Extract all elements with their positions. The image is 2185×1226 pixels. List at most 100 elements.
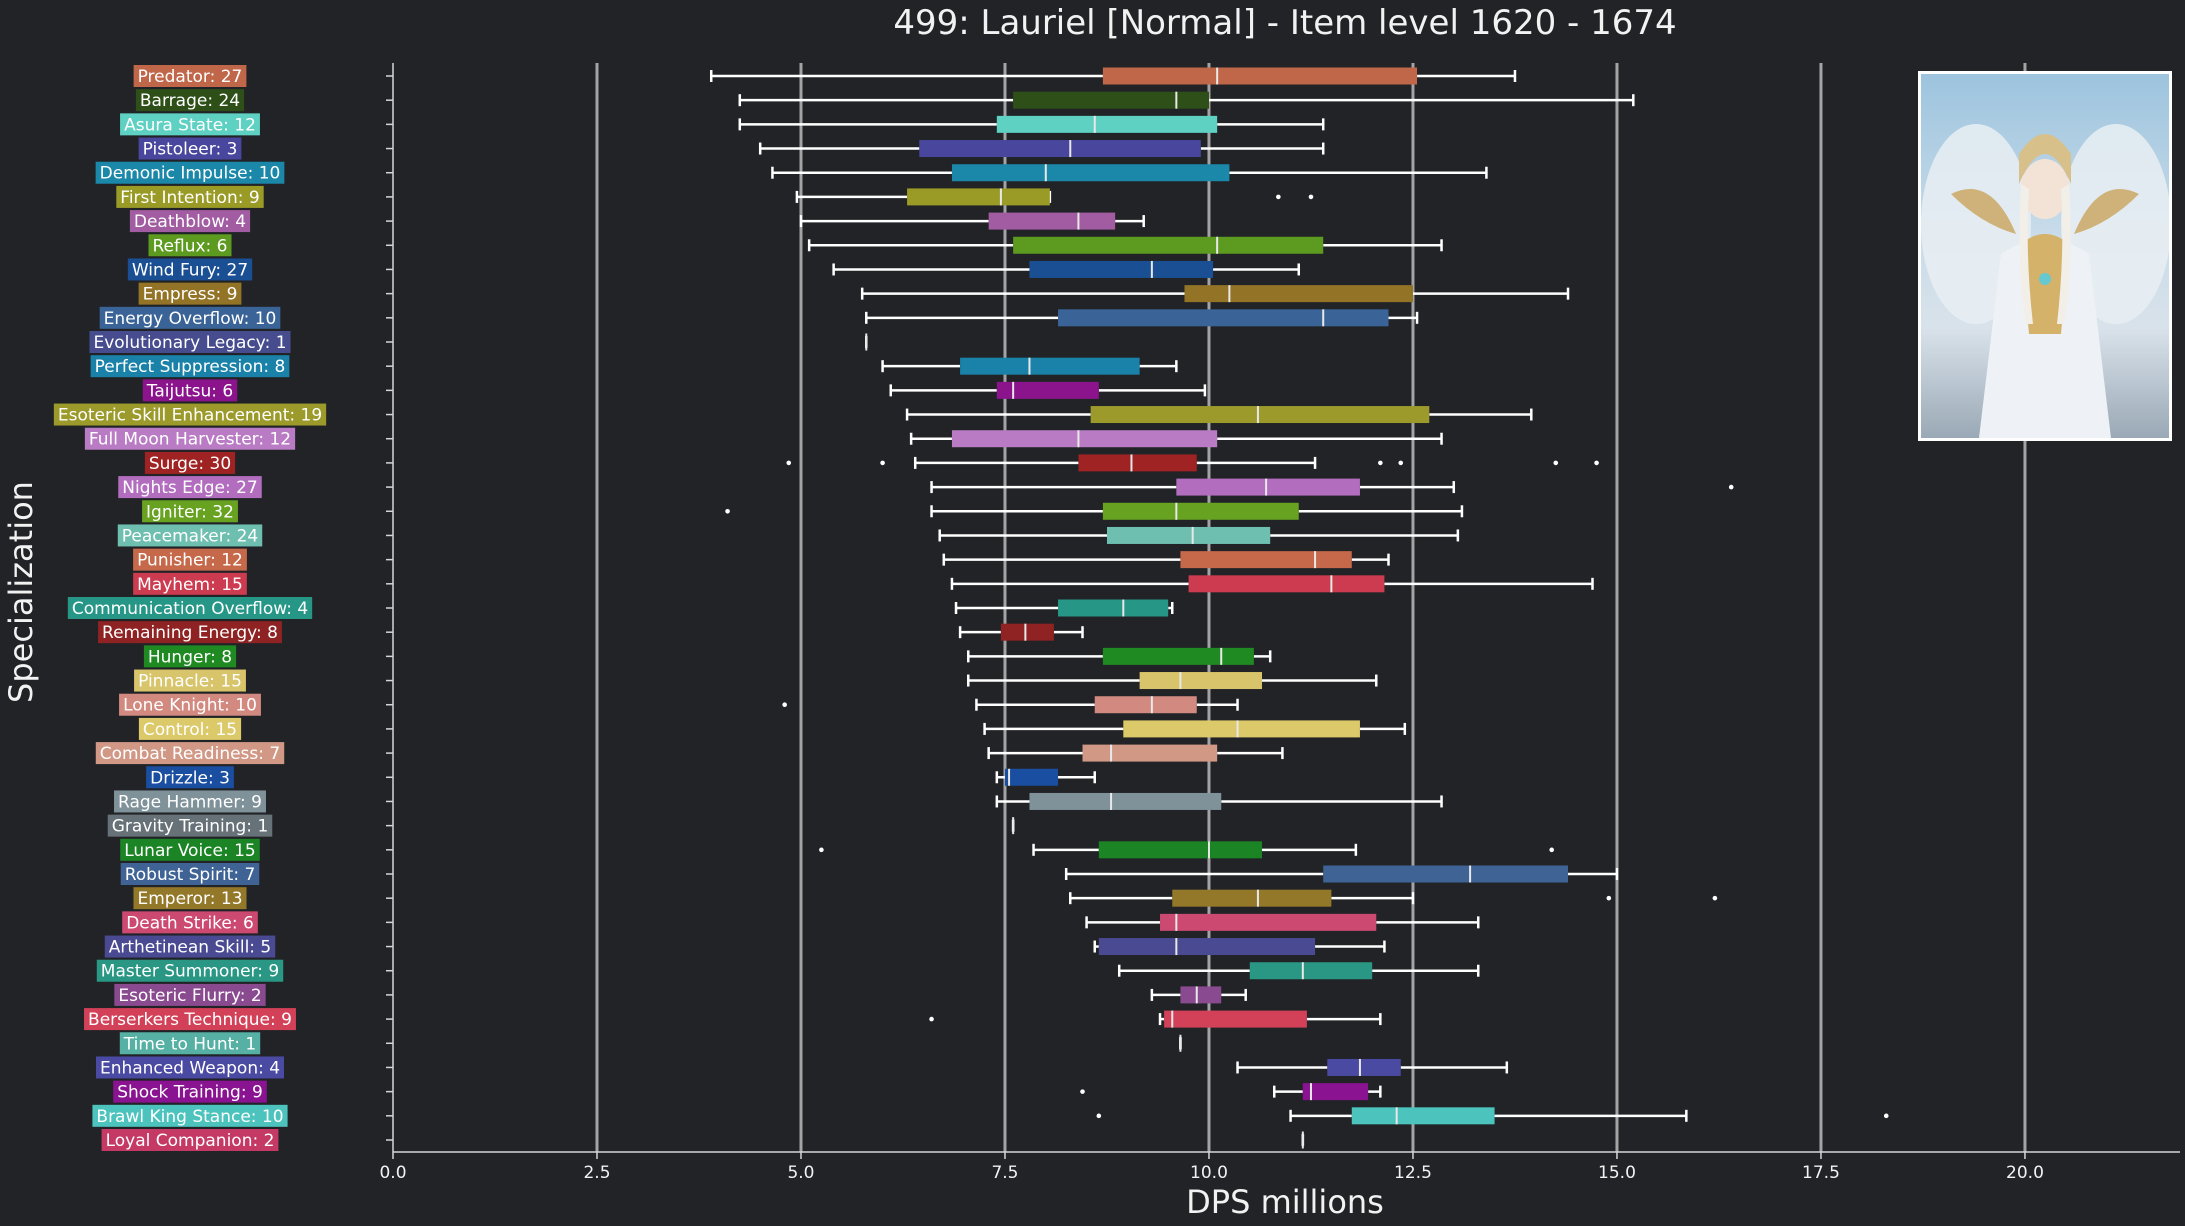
box-group — [771, 164, 1488, 182]
axes: 0.0 2.5 5.0 7.5 10.0 12.5 15.0 17.5 20.0 — [379, 63, 2180, 1183]
box-group — [1069, 889, 1718, 907]
category-label-bg — [101, 1129, 279, 1151]
x-tick-label: 7.5 — [991, 1163, 1018, 1183]
box — [1323, 865, 1569, 883]
box — [996, 115, 1218, 133]
box — [1029, 792, 1222, 810]
box-group — [1236, 1058, 1509, 1076]
category-label-bg — [142, 500, 238, 523]
box-series — [709, 67, 1889, 1149]
outlier-point — [880, 460, 885, 466]
box-group — [795, 188, 1314, 206]
character-portrait — [1918, 71, 2172, 441]
x-tick-label: 2.5 — [583, 1163, 610, 1183]
category-label-bg — [138, 137, 242, 160]
box-group — [738, 91, 1635, 109]
outlier-point — [1308, 194, 1314, 200]
box — [996, 381, 1099, 399]
box — [1172, 889, 1332, 907]
category-label: Asura State: 12 — [124, 115, 256, 135]
category-label-bg — [114, 790, 266, 813]
category-label-bg — [146, 766, 234, 789]
category-label-bg — [120, 838, 260, 861]
category-label-bg — [84, 427, 296, 450]
category-label-bg — [134, 669, 246, 692]
category-label: Emperor: 13 — [137, 889, 242, 909]
category-label-bg — [117, 524, 263, 547]
category-label-bg — [135, 89, 245, 112]
category-label: Peacemaker: 24 — [122, 526, 258, 546]
category-label-bg — [95, 1056, 285, 1079]
outlier-point — [786, 460, 792, 466]
category-label: Arthetinean Skill: 5 — [109, 938, 272, 958]
category-label-bg — [98, 621, 282, 644]
box — [1123, 720, 1360, 738]
category-label-bg — [133, 65, 247, 87]
outlier-point — [1712, 895, 1718, 901]
category-labels: Predator: 27 Barrage: 24 Asura State: 12 Pi… — [53, 65, 327, 1151]
box — [1013, 91, 1209, 109]
box-group — [987, 744, 1284, 762]
category-label-bg — [127, 258, 253, 281]
box-group — [942, 551, 1390, 569]
category-label: Igniter: 32 — [146, 502, 234, 522]
box-group — [967, 647, 1272, 665]
box — [1098, 841, 1263, 859]
outlier-point — [1096, 1113, 1102, 1119]
outlier-point — [929, 1016, 934, 1022]
category-label-bg — [142, 379, 238, 402]
category-label: Esoteric Flurry: 2 — [118, 986, 261, 1006]
x-tick-label: 5.0 — [787, 1163, 814, 1183]
category-label: First Intention: 9 — [120, 188, 259, 208]
box-group — [929, 1010, 1382, 1028]
category-label: Taijutsu: 6 — [146, 381, 233, 401]
box-group — [1150, 986, 1247, 1004]
category-label: Reflux: 6 — [153, 236, 228, 256]
box-group — [954, 599, 1174, 617]
box — [1082, 744, 1218, 762]
box-group — [819, 841, 1554, 859]
category-label: Predator: 27 — [138, 67, 243, 87]
category-label: Enhanced Weapon: 4 — [100, 1058, 280, 1078]
chart-title: 499: Lauriel [Normal] - Item level 1620 … — [893, 3, 1676, 43]
box — [1078, 454, 1197, 472]
box — [1102, 67, 1418, 85]
box-group — [1085, 913, 1480, 931]
x-axis-label: DPS millions — [1186, 1183, 1384, 1221]
box-group — [1080, 1083, 1382, 1101]
box — [1106, 526, 1271, 544]
box-group — [938, 526, 1460, 544]
box — [1164, 1010, 1307, 1028]
outlier-point — [1553, 460, 1559, 466]
category-label: Gravity Training: 1 — [112, 817, 269, 837]
box-group — [782, 696, 1239, 714]
category-label-bg — [120, 113, 260, 136]
category-label-bg — [84, 1008, 296, 1031]
category-label: Full Moon Harvester: 12 — [89, 430, 291, 450]
box-group — [905, 406, 1533, 424]
category-label: Barrage: 24 — [140, 91, 240, 111]
box-group — [725, 502, 1464, 520]
category-label-bg — [133, 887, 247, 910]
box — [1184, 285, 1413, 303]
box — [1302, 1083, 1369, 1101]
outlier-point — [1728, 484, 1734, 490]
box-group — [995, 768, 1096, 786]
box — [1058, 309, 1389, 327]
x-tick-label: 10.0 — [1190, 1163, 1228, 1183]
category-label-bg — [143, 645, 237, 668]
outlier-point — [1276, 194, 1281, 200]
y-axis-label: Specialization — [2, 481, 40, 703]
box-group — [930, 478, 1734, 496]
category-label: Pinnacle: 15 — [138, 672, 242, 692]
box — [1249, 962, 1373, 980]
category-label: Drizzle: 3 — [150, 768, 230, 788]
box-group — [958, 623, 1084, 641]
x-tick-label: 17.5 — [1802, 1163, 1840, 1183]
category-label-bg — [53, 403, 327, 426]
category-label-bg — [107, 814, 273, 837]
box — [1180, 986, 1222, 1004]
box-group — [709, 67, 1517, 85]
x-tick-label: 0.0 — [379, 1163, 406, 1183]
grid-lines — [595, 63, 2027, 1152]
